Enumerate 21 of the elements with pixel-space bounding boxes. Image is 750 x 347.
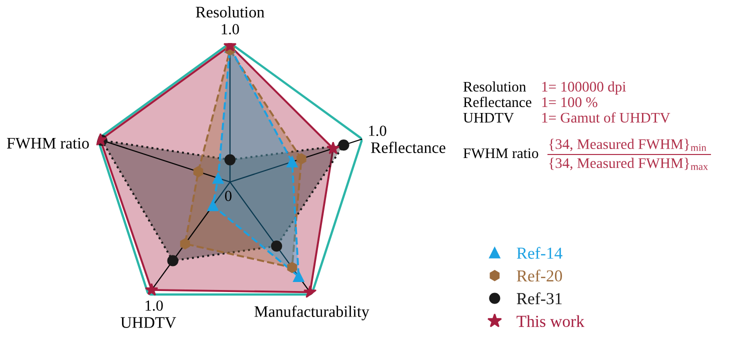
text: 1= 100000 dpi — [542, 81, 626, 95]
text: {34, Measured FWHM}$_{min}$ — [549, 138, 706, 152]
spoke-label: UHDTV — [120, 317, 176, 328]
legend-label: Ref-14 — [516, 246, 562, 259]
legend-label: Ref-20 — [516, 270, 562, 282]
text: UHDTV — [463, 112, 514, 123]
legend-label: Ref-31 — [516, 292, 562, 304]
text: FWHM ratio — [463, 148, 538, 158]
spoke-label: Reflectance — [370, 142, 446, 154]
text: 1.0 — [369, 126, 386, 136]
spoke-label: Manufacturability — [254, 306, 370, 320]
y-tick-label: 0 — [225, 190, 232, 202]
text: 1.0 — [222, 24, 239, 34]
text: Resolution — [463, 81, 526, 92]
spoke-label: FWHM ratio — [6, 138, 89, 149]
text: 1= Gamut of UHDTV — [542, 112, 670, 123]
legend-label: This work — [516, 315, 584, 327]
spoke-label: Resolution — [196, 6, 264, 18]
text: Reflectance — [463, 96, 532, 108]
text: {34, Measured FWHM}$_{max}$ — [549, 158, 708, 170]
text: 1= 100 % — [542, 97, 598, 108]
